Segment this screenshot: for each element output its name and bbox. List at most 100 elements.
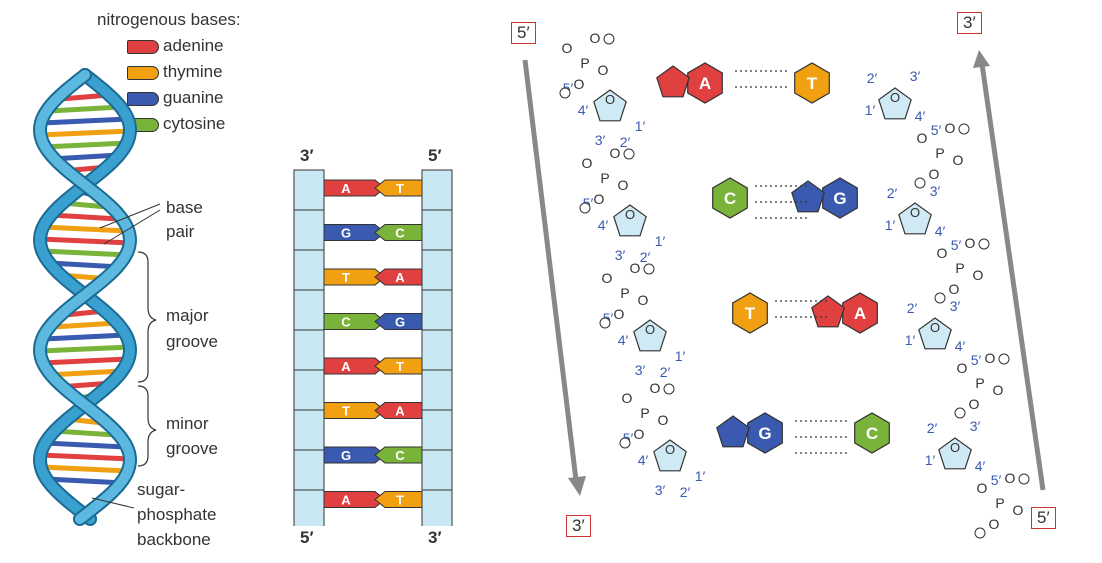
ladder-left-letter: A [341, 493, 351, 508]
phosphate-p: P [640, 405, 649, 421]
helix-base-pair [41, 332, 129, 342]
structure-left-top-end: 5′ [511, 22, 536, 44]
phosphate-o: O [622, 390, 633, 406]
negative-charge [934, 292, 946, 304]
deoxyribose [593, 89, 627, 122]
ladder-left-backbone [293, 409, 325, 451]
negative-charge [978, 238, 990, 250]
phosphate-p: P [620, 285, 629, 301]
carbon-number: 4′ [915, 108, 926, 124]
purine-six-ring [687, 62, 723, 104]
structure-right-top-end: 3′ [957, 12, 982, 34]
phosphate-o: O [598, 62, 609, 78]
carbon-number: 2′ [660, 364, 671, 380]
purine-six-ring [747, 412, 783, 454]
deoxyribose [633, 319, 667, 352]
ladder-right-backbone [421, 329, 453, 371]
phosphate-p: P [935, 145, 944, 161]
ladder-right-letter: C [395, 448, 405, 463]
base-letter: C [866, 424, 878, 443]
negative-charge [623, 148, 635, 160]
base-letter: A [699, 74, 711, 93]
phosphate-o: O [945, 120, 956, 136]
legend-item-guanine: guanine [127, 88, 224, 108]
ladder-right-backbone [421, 489, 453, 526]
carbon-number: 5′ [971, 352, 982, 368]
carbon-number: 1′ [885, 217, 896, 233]
helix-base-pair [37, 236, 133, 246]
backbone-label-2: phosphate [137, 505, 217, 524]
base-pair-label-1: base [166, 198, 203, 217]
helix-strand [34, 70, 136, 524]
negative-charge [603, 33, 615, 45]
phosphate-o: O [973, 267, 984, 283]
structure-right-bottom-end: 5′ [1031, 507, 1056, 529]
pyrimidine-ring [854, 412, 890, 454]
ladder-left-letter: T [342, 404, 350, 419]
helix-base-pair [37, 344, 133, 354]
carbon-number: 4′ [955, 338, 966, 354]
phosphate-o: O [650, 380, 661, 396]
phosphate-o: O [634, 426, 645, 442]
deoxyribose [878, 87, 912, 120]
legend-label: guanine [163, 88, 224, 107]
phosphate-o: O [562, 40, 573, 56]
right-strand-arrowhead [973, 50, 990, 68]
phosphate-o: O [977, 480, 988, 496]
deoxyribose [918, 317, 952, 350]
negative-charge [599, 317, 611, 329]
ladder-right-backbone [421, 409, 453, 451]
phosphate-o: O [957, 360, 968, 376]
phosphate-p: P [955, 260, 964, 276]
carbon-number: 1′ [865, 102, 876, 118]
helix-base-pair [50, 320, 120, 330]
major-groove-label-1: major [166, 306, 209, 325]
ladder-right-letter: T [396, 359, 404, 374]
sugar-oxygen: O [930, 320, 940, 335]
minor-groove-label-2: groove [166, 439, 218, 458]
negative-charge [914, 177, 926, 189]
base-pair-pointer [99, 203, 161, 229]
helix-base-pair [40, 224, 130, 234]
ladder-left-letter: A [341, 359, 351, 374]
helix-base-pair [37, 128, 133, 138]
negative-charge [643, 263, 655, 275]
sugar-oxygen: O [665, 442, 675, 457]
deoxyribose [938, 437, 972, 470]
carbon-number: 4′ [598, 217, 609, 233]
phosphate-o: O [630, 260, 641, 276]
phosphate-o: O [953, 152, 964, 168]
negative-charge [1018, 473, 1030, 485]
helix-base-pair [46, 104, 124, 114]
helix-base-pair [52, 428, 118, 438]
negative-charge [619, 437, 631, 449]
ladder-left-bottom-end: 5′ [300, 528, 314, 547]
helix-base-pair [39, 116, 131, 126]
ladder-left-letter: A [341, 181, 351, 196]
base-letter: G [833, 189, 846, 208]
carbon-number: 3′ [615, 247, 626, 263]
helix-base-pair [40, 140, 130, 150]
phosphate-o: O [602, 270, 613, 286]
ladder-right-top-end: 5′ [428, 146, 442, 165]
phosphate-o: O [993, 382, 1004, 398]
base-letter: C [724, 189, 736, 208]
phosphate-p: P [580, 55, 589, 71]
helix-base-pair [48, 212, 122, 222]
major-groove-bracket [137, 251, 157, 383]
phosphate-o: O [965, 235, 976, 251]
ladder-right-letter: T [396, 181, 404, 196]
negative-charge [579, 202, 591, 214]
phosphate-o: O [937, 245, 948, 261]
ladder-left-backbone [293, 289, 325, 331]
negative-charge [998, 353, 1010, 365]
base-letter: T [807, 74, 818, 93]
carbon-number: 5′ [603, 310, 614, 326]
structure-left-bottom-end: 3′ [566, 515, 591, 537]
carbon-number: 2′ [867, 70, 878, 86]
